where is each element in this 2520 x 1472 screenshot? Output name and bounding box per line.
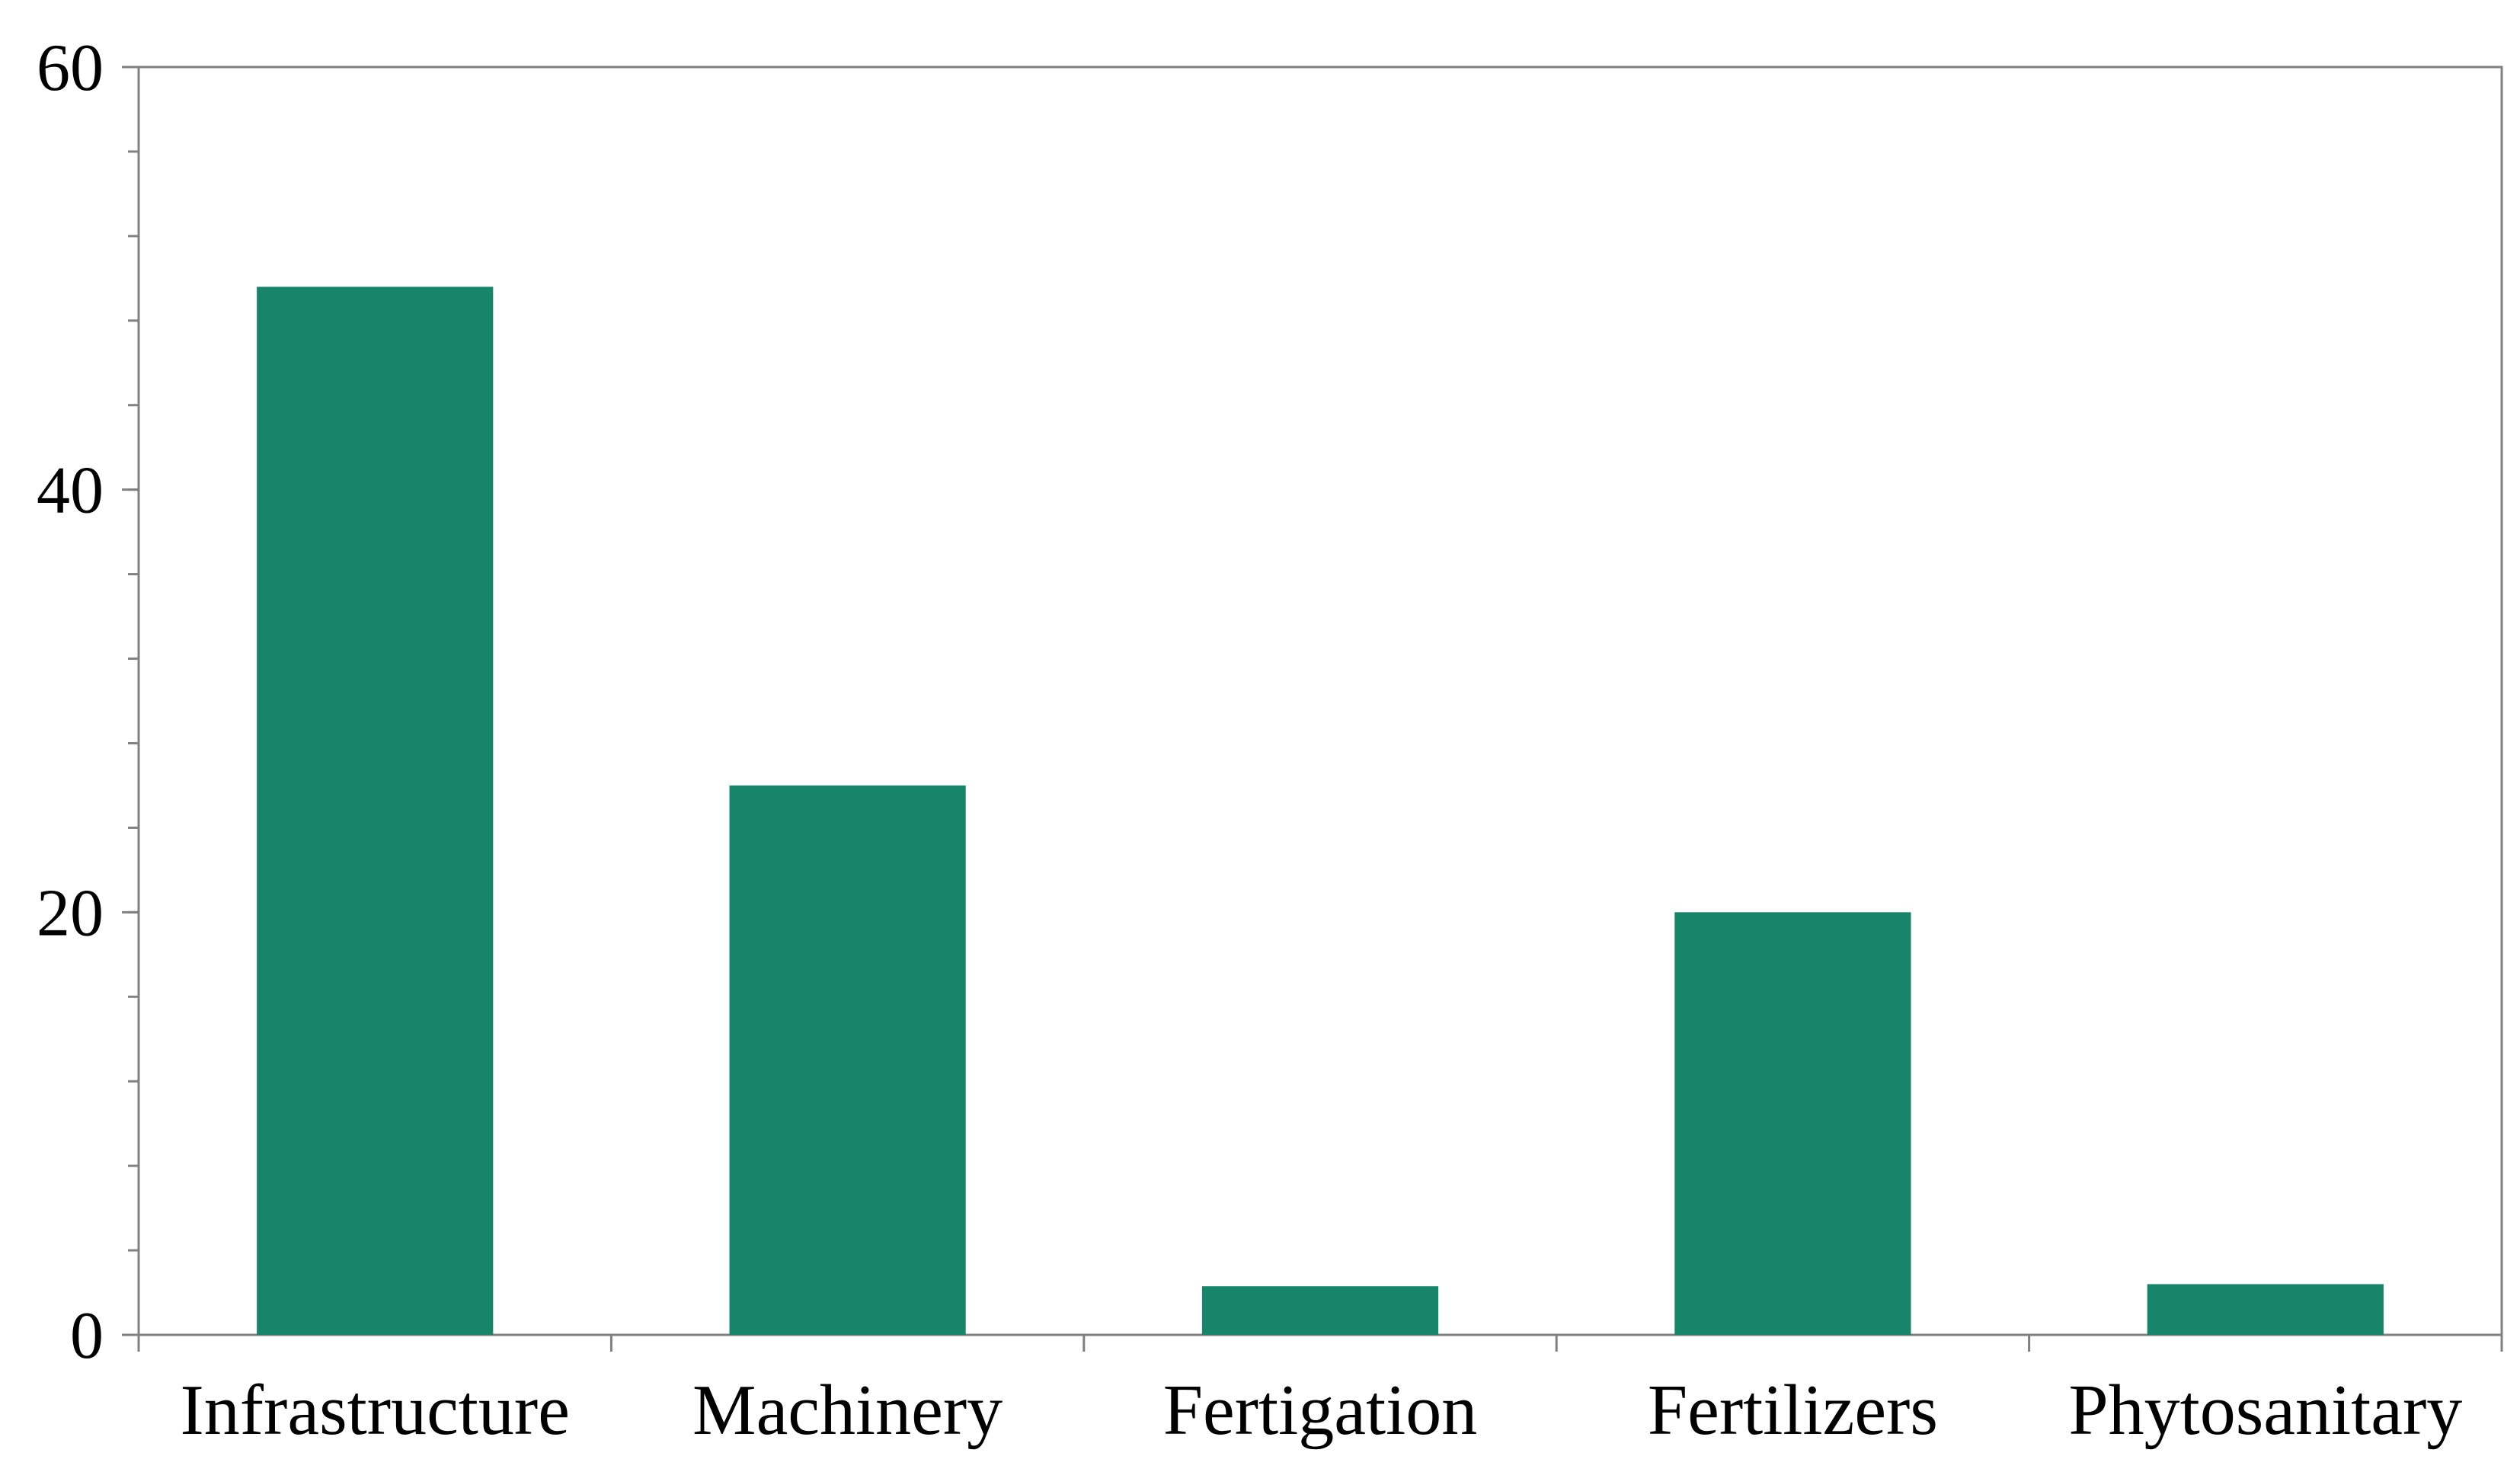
labels-layer: 0 20 40 60 Infrastructure Machinery Fertigatio… xyxy=(37,31,2462,1450)
bar-fertilizers xyxy=(1674,912,1911,1335)
bars-layer xyxy=(257,286,2384,1336)
bar-phytosanitary xyxy=(2147,1284,2384,1335)
bar-fertigation xyxy=(1201,1286,1439,1335)
bar-infrastructure xyxy=(257,286,494,1336)
x-tick-label: Phytosanitary xyxy=(2068,1371,2462,1450)
y-tick-label: 40 xyxy=(37,454,104,528)
x-tick-label: Fertigation xyxy=(1163,1371,1478,1450)
x-tick-label: Infrastructure xyxy=(180,1371,570,1450)
y-tick-label: 60 xyxy=(37,31,104,105)
y-tick-label: 0 xyxy=(70,1299,104,1373)
ticks-layer xyxy=(122,66,2503,1352)
bar-machinery xyxy=(729,785,966,1335)
x-tick-label: Machinery xyxy=(692,1371,1003,1450)
x-tick-label: Fertilizers xyxy=(1648,1371,1938,1450)
y-tick-label: 20 xyxy=(37,876,104,950)
